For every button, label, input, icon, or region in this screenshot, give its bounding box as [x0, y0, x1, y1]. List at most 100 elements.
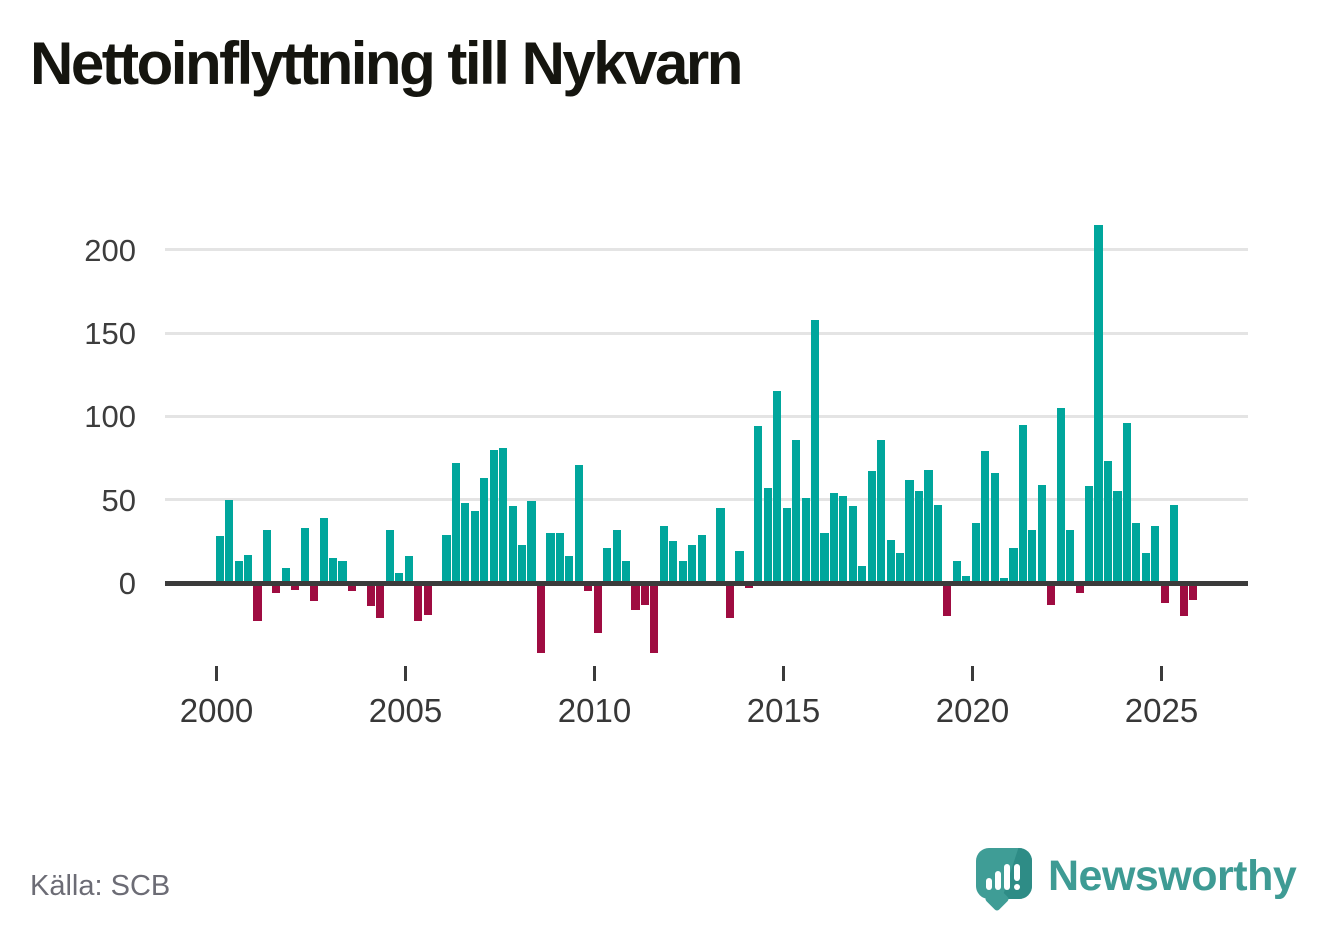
bar-2023q4	[1113, 491, 1122, 583]
bar-2024q3	[1141, 553, 1150, 583]
bar-2017q2	[867, 471, 876, 583]
bar-2008q1	[518, 544, 527, 583]
bar-2002q2	[300, 528, 309, 583]
y-axis-label: 50	[101, 482, 136, 518]
gridline	[165, 331, 1248, 335]
x-axis-tick	[782, 666, 785, 681]
bar-2005q1	[404, 556, 413, 583]
bar-2011q1	[631, 583, 640, 610]
bar-2013q2	[716, 508, 725, 583]
x-axis-tick	[593, 666, 596, 681]
bar-2000q3	[234, 561, 243, 583]
bar-2016q1	[820, 533, 829, 583]
x-axis-label: 2005	[368, 692, 443, 729]
bar-2009q3	[574, 464, 583, 583]
bar-2013q4	[735, 551, 744, 583]
bar-2020q2	[981, 451, 990, 583]
bar-2000q4	[243, 554, 253, 583]
bar-2014q2	[754, 426, 763, 583]
x-axis-tick	[1160, 666, 1163, 681]
bar-2023q3	[1103, 461, 1113, 583]
bar-2025q4	[1188, 583, 1198, 600]
x-axis-label: 2020	[935, 692, 1010, 729]
bar-2011q4	[659, 526, 668, 583]
x-axis-label: 2000	[179, 692, 254, 729]
bar-2016q2	[829, 493, 839, 583]
bar-chart-icon	[1004, 864, 1010, 890]
bar-2000q2	[225, 499, 234, 583]
bar-2025q1	[1160, 583, 1169, 603]
bar-2009q2	[565, 556, 574, 583]
bar-2022q4	[1075, 583, 1084, 593]
bar-2012q3	[688, 544, 697, 583]
gridline	[165, 248, 1248, 252]
exclamation-icon	[1014, 884, 1020, 890]
speech-bubble-shape	[976, 848, 1032, 899]
bar-2019q4	[962, 576, 971, 583]
bar-2012q1	[669, 541, 678, 583]
bar-2019q2	[943, 583, 952, 617]
bar-2017q4	[886, 539, 895, 583]
bar-2011q2	[640, 583, 650, 605]
bar-2008q2	[527, 501, 536, 583]
bar-2012q2	[678, 561, 687, 583]
newsworthy-logo: Newsworthy	[976, 846, 1297, 916]
bar-2014q3	[763, 488, 772, 583]
bar-2000q1	[215, 536, 224, 583]
bar-2020q3	[990, 473, 999, 583]
bar-2018q4	[924, 469, 933, 583]
bar-2015q4	[810, 319, 820, 583]
bar-2020q4	[999, 578, 1009, 583]
bar-2023q2	[1094, 224, 1103, 583]
x-axis-tick	[971, 666, 974, 681]
bar-2001q4	[281, 568, 290, 583]
bar-2019q3	[952, 561, 961, 583]
bar-2025q2	[1170, 504, 1179, 583]
bar-2004q2	[376, 583, 385, 618]
bar-2009q1	[555, 533, 564, 583]
bar-2001q3	[272, 583, 281, 593]
bar-2021q1	[1009, 548, 1018, 583]
bar-2010q1	[593, 583, 602, 633]
gridline	[165, 414, 1248, 418]
bar-2004q4	[395, 573, 404, 583]
bar-2024q2	[1132, 523, 1141, 583]
bar-2006q3	[461, 503, 470, 583]
bar-2025q3	[1179, 583, 1188, 617]
bar-2001q2	[262, 529, 272, 583]
bar-2021q4	[1037, 484, 1046, 583]
x-axis-label: 2010	[557, 692, 632, 729]
bar-2023q1	[1085, 486, 1094, 583]
bar-2024q1	[1122, 423, 1131, 583]
bar-2018q1	[896, 553, 905, 583]
source-note: Källa: SCB	[30, 870, 171, 902]
newsworthy-logo-icon	[976, 848, 1032, 912]
bar-2018q3	[914, 491, 924, 583]
bar-2022q1	[1047, 583, 1056, 605]
exclamation-icon	[1014, 864, 1020, 881]
zero-axis-line	[165, 580, 1248, 586]
bar-2003q3	[347, 583, 357, 592]
bar-2004q1	[366, 583, 375, 607]
y-axis-label: 150	[84, 316, 136, 351]
bar-2011q3	[650, 583, 659, 653]
bar-2005q3	[423, 583, 432, 615]
bar-2010q4	[621, 561, 631, 583]
bar-2013q3	[725, 583, 735, 618]
bar-2005q2	[414, 583, 423, 622]
bar-2007q1	[480, 478, 489, 583]
bar-chart-icon	[986, 878, 992, 890]
gridline	[165, 498, 1248, 502]
bar-2010q2	[603, 548, 612, 583]
bar-2017q1	[858, 566, 867, 583]
bar-chart-icon	[995, 871, 1001, 890]
bar-2006q1	[442, 534, 451, 583]
x-axis-label: 2025	[1124, 692, 1199, 729]
bar-2012q4	[697, 534, 706, 583]
bar-2015q1	[782, 508, 791, 583]
x-axis-tick	[404, 666, 407, 681]
bar-2007q4	[508, 506, 517, 583]
bar-2008q4	[546, 533, 555, 583]
bar-2002q1	[291, 583, 300, 590]
